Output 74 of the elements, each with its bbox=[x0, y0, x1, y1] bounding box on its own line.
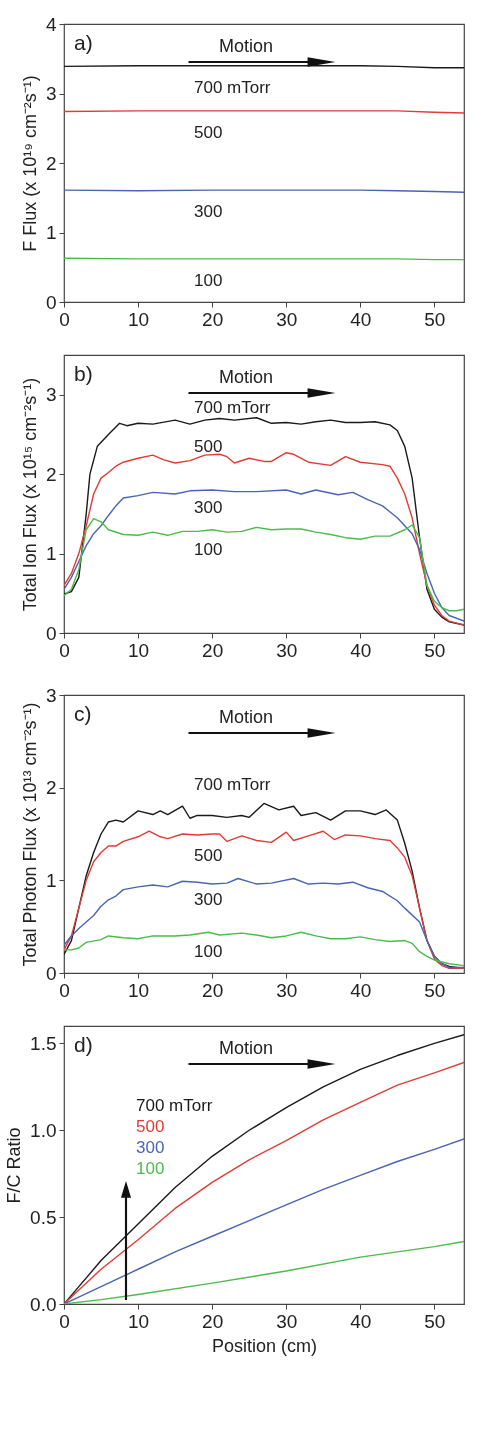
x-tick-label: 20 bbox=[202, 639, 224, 661]
text: 300 bbox=[136, 1138, 165, 1157]
line-series bbox=[64, 1240, 464, 1304]
x-tick-label: 10 bbox=[128, 308, 150, 330]
y-tick-label: 3 bbox=[45, 384, 57, 406]
series-label: 700 mTorr bbox=[194, 775, 271, 795]
y-tick-label: 1 bbox=[45, 222, 57, 243]
series-label: 500 bbox=[194, 845, 223, 865]
annotation: Motion bbox=[218, 1038, 274, 1058]
y-tick-label: 4 bbox=[45, 13, 57, 35]
series-label: 300 bbox=[194, 890, 223, 910]
y-tick-label: 2 bbox=[45, 152, 57, 174]
x-tick-label: 40 bbox=[350, 308, 372, 330]
annotation: Motion bbox=[218, 707, 274, 727]
x-tick-label: 50 bbox=[424, 1310, 446, 1332]
line-series bbox=[64, 931, 464, 967]
x-tick-label: 20 bbox=[202, 1310, 224, 1332]
x-tick-label: 20 bbox=[202, 308, 224, 330]
x-tick-label: 30 bbox=[276, 639, 298, 661]
y-tick-label: 1 bbox=[45, 869, 57, 891]
line-series bbox=[64, 830, 464, 970]
annotation: Motion bbox=[218, 36, 274, 56]
text: 100 bbox=[136, 1159, 165, 1178]
series-label: 100 bbox=[194, 942, 223, 962]
y-axis-title: F Flux (x 10¹⁹ cm⁻²s⁻¹) bbox=[19, 75, 40, 252]
y-tick-label: 0.0 bbox=[30, 1293, 57, 1315]
y-tick-label: 1.0 bbox=[30, 1119, 57, 1141]
series-label: 700 mTorr bbox=[136, 1096, 213, 1115]
annotation: d) bbox=[74, 1033, 93, 1056]
x-tick-label: 20 bbox=[202, 979, 224, 1001]
y-tick-label: 0 bbox=[45, 291, 57, 313]
line-series bbox=[64, 489, 464, 622]
x-tick-label: 10 bbox=[128, 1310, 150, 1332]
y-tick-label: 1 bbox=[45, 543, 57, 565]
x-tick-label: 30 bbox=[276, 979, 298, 1001]
x-tick-label: 10 bbox=[128, 639, 150, 661]
annotation: c) bbox=[74, 702, 92, 725]
line-series bbox=[64, 517, 464, 612]
y-tick-label: 3 bbox=[45, 684, 57, 706]
series-label: 700 mTorr bbox=[194, 398, 271, 418]
annotation: Motion bbox=[218, 367, 274, 387]
x-tick-label: 30 bbox=[276, 308, 298, 330]
x-tick-label: 40 bbox=[350, 639, 372, 661]
line-series bbox=[64, 1138, 464, 1304]
y-axis-title: F/C Ratio bbox=[4, 1127, 25, 1204]
series-label: 100 bbox=[194, 540, 223, 560]
series-label: 500 bbox=[194, 122, 223, 142]
x-tick-label: 50 bbox=[424, 639, 446, 661]
x-tick-label: 40 bbox=[350, 1310, 372, 1332]
x-tick-label: 50 bbox=[424, 979, 446, 1001]
y-tick-label: 0 bbox=[45, 622, 57, 644]
y-tick-label: 3 bbox=[45, 83, 57, 104]
y-tick-label: 2 bbox=[45, 777, 57, 799]
y-tick-label: 0 bbox=[45, 962, 57, 984]
x-tick-label: 50 bbox=[424, 308, 446, 330]
y-axis-title: Total Ion Flux (x 10¹⁵ cm⁻²s⁻¹) bbox=[19, 377, 40, 612]
line-series bbox=[64, 452, 464, 626]
series-label: 100 bbox=[194, 270, 223, 290]
annotation: a) bbox=[74, 31, 93, 54]
y-axis-title: Total Photon Flux (x 10¹³ cm⁻²s⁻¹) bbox=[19, 702, 40, 967]
x-tick-label: 40 bbox=[350, 979, 372, 1001]
text: 500 bbox=[136, 1117, 165, 1136]
y-tick-label: 0.5 bbox=[30, 1206, 57, 1228]
x-axis-title: Position (cm) bbox=[211, 1335, 318, 1356]
series-label: 300 bbox=[194, 497, 223, 517]
series-label: 500 bbox=[194, 436, 223, 456]
x-tick-label: 30 bbox=[276, 1310, 298, 1332]
annotation: b) bbox=[74, 362, 93, 385]
y-tick-label: 1.5 bbox=[30, 1032, 57, 1054]
x-tick-label: 10 bbox=[128, 979, 150, 1001]
series-label: 300 bbox=[194, 202, 223, 222]
series-label: 700 mTorr bbox=[194, 77, 271, 97]
y-tick-label: 2 bbox=[45, 463, 57, 485]
line-series bbox=[64, 877, 464, 969]
